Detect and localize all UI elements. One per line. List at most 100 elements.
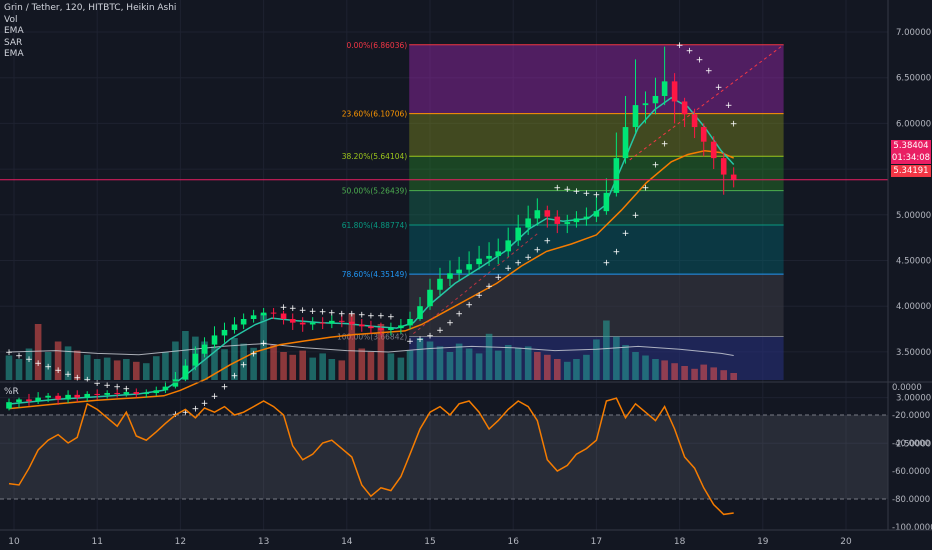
sar-dot: + — [231, 372, 239, 382]
wr-tick: -80.0000 — [892, 495, 930, 505]
candle-body — [661, 81, 668, 96]
candle-body — [486, 255, 492, 259]
candle-body — [642, 103, 649, 106]
price-tick: 4.00000 — [896, 302, 931, 312]
sar-dot: + — [73, 373, 81, 383]
price-tick: 4.50000 — [896, 257, 931, 267]
volume-ma-line — [8, 343, 734, 356]
sar-dot: + — [93, 379, 101, 389]
williams-r-line — [8, 397, 734, 516]
volume-bar — [328, 359, 336, 380]
volume-bar — [613, 336, 620, 380]
candle-body — [348, 321, 355, 325]
volume-bar — [162, 352, 169, 380]
volume-bar — [54, 341, 62, 380]
sar-dots: + + + + + + + + + + + + ++ +++++++++ + + + + + + + + + + ++ + ++++… — [5, 41, 737, 420]
legend-sar[interactable]: SAR — [4, 37, 23, 48]
volume-bar — [426, 341, 434, 380]
volume-bar — [64, 346, 72, 380]
volume-bar — [632, 352, 639, 380]
candle-body — [534, 210, 541, 219]
candle-body — [603, 192, 610, 212]
volume-bar — [475, 353, 483, 380]
candle-body — [730, 174, 737, 181]
sar-dot: + — [603, 258, 611, 268]
sar-dot: + — [554, 183, 562, 193]
candle-body — [495, 251, 502, 256]
wr-tick: -100.0000 — [892, 523, 932, 533]
volume-bar — [710, 367, 718, 380]
candle-body — [260, 312, 267, 316]
volume-bar — [250, 347, 257, 380]
wr-tick: 0.0000 — [892, 383, 922, 393]
candle-body — [221, 329, 228, 336]
sar-dot: + — [338, 310, 346, 320]
sar-dot: + — [642, 183, 650, 193]
volume-bar — [289, 354, 297, 380]
sar-dot: + — [504, 264, 512, 274]
candles — [6, 46, 737, 411]
sar-dot: + — [583, 189, 591, 199]
volume-bar — [113, 360, 121, 380]
candle-body — [65, 394, 71, 400]
sar-dot: + — [446, 319, 454, 329]
volume-bar — [211, 346, 218, 380]
candle-body — [476, 258, 482, 265]
volume-bar — [93, 359, 101, 380]
sar-dot: + — [182, 408, 190, 418]
volume-bar — [152, 356, 160, 380]
volume-bar — [661, 360, 668, 380]
volume-bar — [544, 354, 551, 380]
volume-bar — [15, 359, 23, 380]
sar-dot: + — [34, 359, 42, 369]
sar-dot: + — [661, 140, 669, 150]
volume-bar — [681, 366, 688, 380]
legend-ema-2[interactable]: EMA — [4, 49, 24, 59]
volume-bar — [455, 343, 463, 380]
candle-body — [309, 322, 316, 325]
sar-dot: + — [240, 361, 248, 371]
trend-line-red — [629, 44, 784, 161]
sar-dot: + — [211, 392, 219, 402]
legend-vol[interactable]: Vol — [4, 14, 18, 25]
candle-body — [45, 395, 51, 398]
williams-r-panel[interactable]: %R — [0, 381, 932, 516]
candle-body — [632, 105, 639, 128]
wr-label: %R — [4, 387, 19, 397]
volume-bar — [270, 345, 277, 380]
sar-dot: + — [573, 187, 581, 197]
trend-line[interactable] — [413, 44, 784, 335]
wr-tick: -60.0000 — [892, 467, 930, 477]
volume-bar — [691, 368, 698, 380]
candle-body — [613, 158, 620, 193]
candle-body — [74, 394, 81, 398]
countdown-badge: 01:34:08 — [891, 152, 931, 164]
legend-ema[interactable]: EMA — [4, 26, 24, 36]
sar-dot: + — [705, 66, 713, 76]
volume-bar — [123, 359, 130, 380]
candle-body — [6, 402, 12, 409]
time-tick: 11 — [91, 537, 102, 547]
candle-body — [162, 386, 169, 391]
volume-bar — [583, 354, 590, 380]
sar-dot: + — [250, 350, 258, 360]
candle-body — [368, 326, 374, 329]
volume-bar — [465, 348, 473, 380]
sar-dot: + — [83, 375, 91, 385]
last-price-badge: 5.38404 — [891, 140, 931, 152]
candle-body — [211, 335, 218, 345]
symbol-title[interactable]: Grin / Tether, 120, HITBTC, Heikin Ashi — [4, 3, 177, 13]
sar-dot: + — [113, 383, 121, 393]
candle-body — [250, 315, 257, 319]
sar-dot: + — [544, 236, 552, 246]
volume-bar — [494, 350, 502, 380]
wr-tick: -40.0000 — [892, 439, 930, 449]
time-tick: 16 — [507, 537, 519, 547]
fib-label: 78.60%(4.35149) — [342, 270, 408, 279]
candle-body — [16, 399, 22, 403]
sar-dot: + — [455, 310, 463, 320]
volume-bar — [319, 353, 326, 380]
candle-body — [319, 322, 326, 324]
sar-dot: + — [426, 331, 434, 341]
